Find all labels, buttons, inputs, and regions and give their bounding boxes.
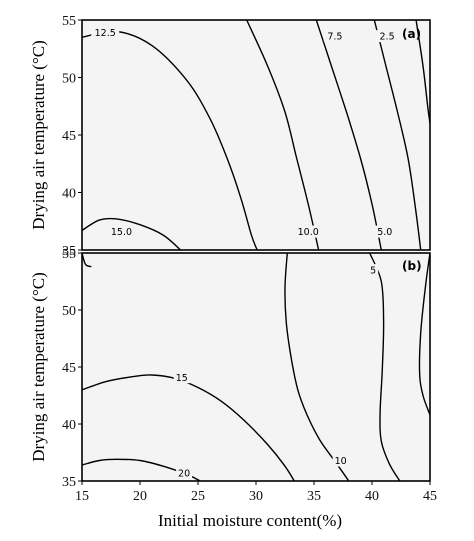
contour-line-2-5 xyxy=(415,20,430,124)
y-tick-label: 40 xyxy=(62,187,76,202)
contour-label-background xyxy=(91,26,120,39)
contour-label: 20 xyxy=(178,469,190,480)
panel-a-label: (a) xyxy=(402,27,421,41)
contour-label: 10.0 xyxy=(298,227,319,238)
y-tick-label: 50 xyxy=(62,72,76,87)
panel-b-frame xyxy=(81,252,431,482)
x-tick-label: 25 xyxy=(191,489,205,504)
contour-line-7-5 xyxy=(315,20,382,250)
contour-label-background xyxy=(173,371,190,384)
contour-label: 5 xyxy=(370,266,376,277)
y-tick-label: 55 xyxy=(62,14,76,29)
x-tick-label: 15 xyxy=(75,489,89,504)
contour-label-background xyxy=(294,225,323,238)
contour-line-10-0 xyxy=(246,20,320,250)
panel-a: 12.5 15.0 10.0 7.5 5.0 2.5 35 40 45 50 55 (a) Dry… xyxy=(29,14,431,259)
x-axis-title: Initial moisture content(%) xyxy=(158,511,342,530)
x-tick-label: 45 xyxy=(423,489,437,504)
contour-line-unlabeled xyxy=(418,253,430,416)
y-tick-label: 35 xyxy=(62,475,76,490)
panel-b-label: (b) xyxy=(402,259,422,273)
x-tick-label: 20 xyxy=(133,489,147,504)
y-tick-label: 55 xyxy=(62,247,76,262)
y-tick-label: 50 xyxy=(62,304,76,319)
contour-label-background xyxy=(323,30,346,43)
contour-label-background xyxy=(376,30,399,43)
panel-b-y-axis-title: Drying air temperature (°C) xyxy=(29,272,48,461)
x-tick-label: 40 xyxy=(365,489,379,504)
contour-label: 2.5 xyxy=(380,32,395,43)
contour-line-5 xyxy=(369,253,401,481)
panel-a-y-ticks: 35 40 45 50 55 xyxy=(62,14,82,259)
panel-a-y-axis-title: Drying air temperature (°C) xyxy=(29,40,48,229)
contour-label-background xyxy=(107,225,136,238)
contour-line-5-0 xyxy=(373,20,422,250)
panel-b-contours: 15 20 10 5 xyxy=(82,253,430,481)
y-tick-label: 45 xyxy=(62,361,76,376)
contour-line-12-5 xyxy=(82,30,258,250)
y-tick-label: 45 xyxy=(62,129,76,144)
contour-line-unlabeled xyxy=(82,253,92,268)
y-tick-label: 35 xyxy=(62,244,76,259)
contour-label: 5.0 xyxy=(377,227,392,238)
contour-label: 15 xyxy=(176,373,188,384)
contour-label: 15.0 xyxy=(111,227,132,238)
contour-label: 7.5 xyxy=(327,32,342,43)
y-tick-label: 40 xyxy=(62,418,76,433)
contour-line-10 xyxy=(284,253,350,481)
panel-b-y-ticks: 35 40 45 50 55 xyxy=(62,247,82,490)
x-tick-label: 30 xyxy=(249,489,263,504)
contour-line-15 xyxy=(82,374,295,481)
contour-label: 12.5 xyxy=(95,28,116,39)
panel-a-frame xyxy=(81,19,431,251)
panel-a-contours: 12.5 15.0 10.0 7.5 5.0 2.5 xyxy=(82,20,430,250)
contour-label-background xyxy=(176,467,193,480)
x-tick-label: 35 xyxy=(307,489,321,504)
x-axis-ticks: 15 20 25 30 35 40 45 xyxy=(75,481,437,504)
contour-label: 10 xyxy=(335,456,347,467)
contour-line-15-0 xyxy=(82,217,182,250)
contour-label-background xyxy=(368,264,379,277)
contour-label-background xyxy=(332,454,349,467)
contour-label-background xyxy=(373,225,396,238)
